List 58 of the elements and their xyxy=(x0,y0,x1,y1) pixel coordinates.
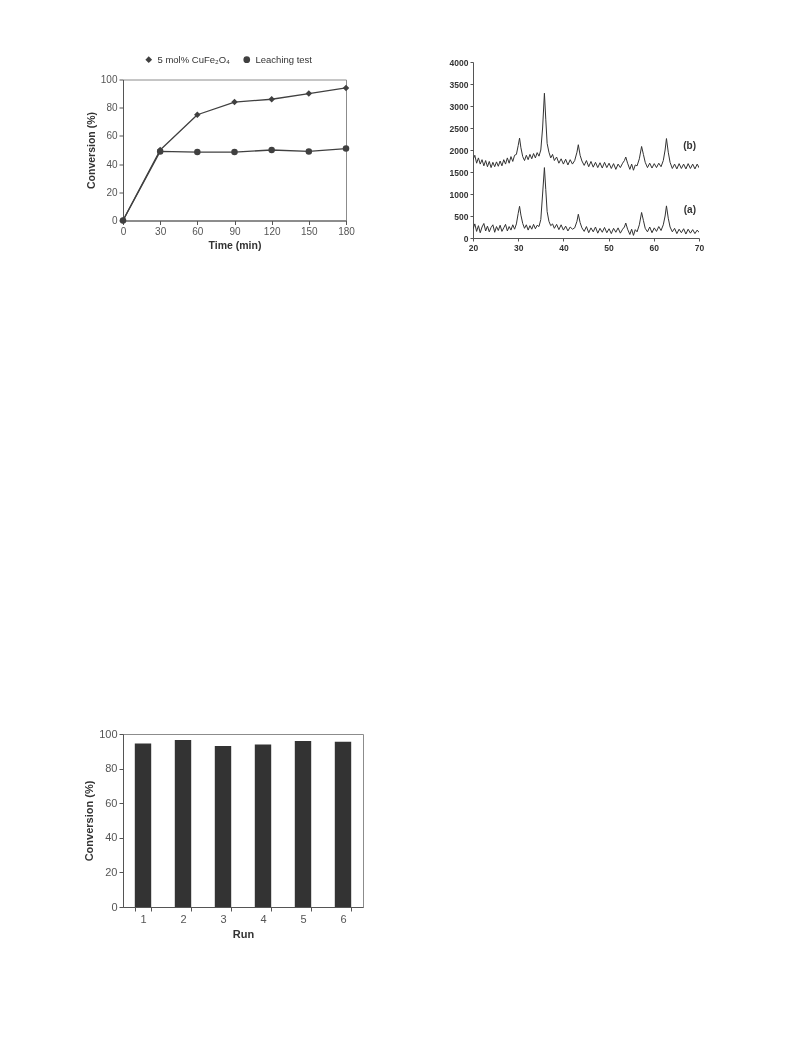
y-tick-label: 80 xyxy=(106,102,118,114)
y-tick-label: 4000 xyxy=(449,57,469,68)
y-tick-label: 60 xyxy=(106,130,118,142)
y-tick-label: 20 xyxy=(105,865,118,878)
legend-label: Leaching test xyxy=(255,53,313,65)
x-tick-label: 30 xyxy=(155,226,167,237)
x-tick-label: 30 xyxy=(513,242,524,253)
x-tick-label: 40 xyxy=(559,242,569,253)
x-axis-title: Time (min) xyxy=(208,239,262,251)
y-tick-label: 40 xyxy=(105,831,118,844)
y-tick-label: 1500 xyxy=(449,167,469,178)
x-tick-label: 0 xyxy=(120,226,127,237)
y-tick-label: 0 xyxy=(111,900,118,913)
y-tick-label: 20 xyxy=(106,186,118,198)
x-tick-label: 120 xyxy=(263,226,281,237)
y-tick-label: 500 xyxy=(454,211,469,222)
x-tick-label: 1 xyxy=(140,912,147,925)
x-tick-label: 60 xyxy=(192,226,204,237)
legend-label: 5 mol% CuFe₂O₄ xyxy=(157,53,231,65)
y-tick-label: 3500 xyxy=(449,79,469,90)
y-tick-label: 40 xyxy=(106,158,118,170)
y-tick-label: 0 xyxy=(111,215,118,226)
y-tick-label: 80 xyxy=(105,762,118,775)
x-tick-label: 60 xyxy=(649,242,660,253)
y-axis-title: Conversion (%) xyxy=(83,780,96,862)
x-tick-label: 90 xyxy=(229,226,241,237)
x-tick-label: 2 xyxy=(180,912,187,925)
x-axis-title: Run xyxy=(232,927,255,940)
line-series xyxy=(473,92,699,171)
x-tick-label: 5 xyxy=(300,912,307,925)
x-tick-label: 180 xyxy=(338,226,356,237)
x-tick-label: 50 xyxy=(604,242,615,253)
point xyxy=(305,90,313,97)
series-label: (a) xyxy=(683,204,696,216)
point xyxy=(194,111,201,118)
y-tick-label: 2000 xyxy=(449,145,469,156)
y-tick-label: 60 xyxy=(105,796,118,809)
y-tick-label: 1000 xyxy=(449,189,469,200)
point xyxy=(268,96,275,103)
x-tick-label: 70 xyxy=(694,242,705,253)
series-label: (b) xyxy=(683,139,696,151)
point xyxy=(342,145,350,152)
point xyxy=(231,148,238,156)
point xyxy=(305,148,313,155)
point xyxy=(268,146,275,154)
y-tick-label: 0 xyxy=(463,233,469,244)
y-tick-label: 100 xyxy=(99,727,118,740)
x-tick-label: 4 xyxy=(260,912,267,925)
y-axis-title: Conversion (%) xyxy=(84,111,97,190)
x-tick-label: 3 xyxy=(220,912,227,925)
point xyxy=(342,84,350,92)
y-tick-label: 100 xyxy=(100,74,118,85)
x-tick-label: 6 xyxy=(340,912,347,925)
x-tick-label: 20 xyxy=(468,242,479,253)
x-tick-label: 150 xyxy=(300,226,319,237)
point xyxy=(194,148,201,156)
y-tick-label: 3000 xyxy=(449,101,469,112)
y-tick-label: 2500 xyxy=(449,123,469,134)
